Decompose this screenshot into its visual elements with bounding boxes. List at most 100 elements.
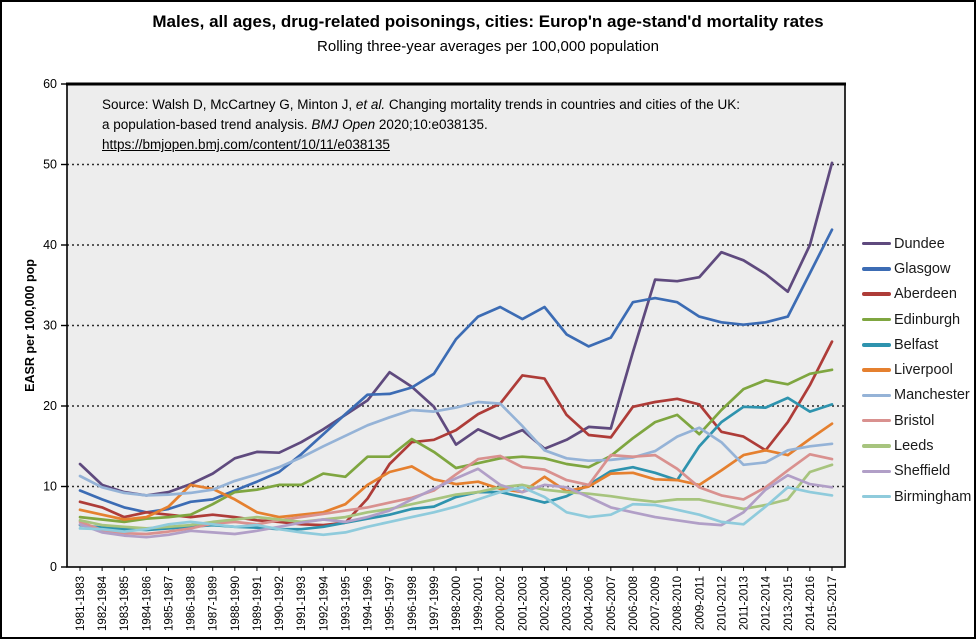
legend-swatch-glasgow (862, 267, 891, 271)
x-tick-label-26: 2007-2009 (650, 576, 662, 631)
x-tick-label-0: 1981-1983 (75, 576, 87, 631)
y-tick-label-50: 50 (43, 158, 57, 172)
x-tick-label-3: 1984-1986 (141, 576, 153, 631)
legend-label-leeds: Leeds (894, 438, 934, 455)
source-link[interactable]: https://bmjopen.bmj.com/content/10/11/e0… (102, 135, 740, 155)
x-tick-label-32: 2013-2015 (783, 576, 795, 631)
x-tick-label-21: 2002-2004 (539, 575, 551, 631)
source-text-segment: https://bmjopen.bmj.com/content/10/11/e0… (102, 137, 390, 152)
x-tick-label-9: 1990-1992 (274, 576, 286, 631)
legend-swatch-aberdeen (862, 292, 891, 296)
legend-item-glasgow: Glasgow (862, 256, 974, 281)
x-tick-label-16: 1997-1999 (429, 576, 441, 631)
legend-item-leeds: Leeds (862, 433, 974, 458)
x-tick-label-6: 1987-1989 (208, 576, 220, 631)
legend-label-liverpool: Liverpool (894, 362, 953, 379)
legend-swatch-belfast (862, 343, 891, 347)
y-tick-label-30: 30 (43, 319, 57, 333)
legend-item-dundee: Dundee (862, 231, 974, 256)
x-tick-label-20: 2001-2003 (517, 576, 529, 631)
series-line-aberdeen (78, 340, 834, 527)
legend-swatch-sheffield (862, 469, 891, 474)
legend-item-belfast: Belfast (862, 332, 974, 357)
legend-item-aberdeen: Aberdeen (862, 282, 974, 307)
series-line-manchester (78, 400, 834, 497)
y-tick-label-10: 10 (43, 480, 57, 494)
series-line-bristol (78, 452, 834, 536)
legend-item-bristol: Bristol (862, 408, 974, 433)
series-line-birmingham (78, 485, 834, 537)
legend-swatch-dundee (862, 241, 891, 246)
x-tick-label-30: 2011-2013 (739, 576, 751, 630)
x-tick-label-5: 1986-1988 (186, 576, 198, 631)
x-tick-label-29: 2010-2012 (716, 576, 728, 631)
x-tick-label-34: 2015-2017 (827, 576, 839, 631)
series-line-sheffield (78, 467, 834, 539)
x-tick-label-31: 2012-2014 (761, 575, 773, 631)
y-axis-title: EASR per 100,000 pop (23, 259, 37, 392)
source-text-segment: a population-based trend analysis. (102, 117, 312, 132)
x-tick-label-7: 1988-1990 (230, 576, 242, 631)
y-tick-label-40: 40 (43, 238, 57, 252)
legend-label-edinburgh: Edinburgh (894, 311, 961, 328)
source-text-segment: 2020;10:e038135. (375, 117, 488, 132)
source-citation: Source: Walsh D, McCartney G, Minton J, … (102, 95, 740, 155)
x-tick-label-2: 1983-1985 (119, 576, 131, 631)
x-tick-label-13: 1994-1996 (363, 576, 375, 631)
legend-label-birmingham: Birmingham (894, 488, 972, 505)
legend-swatch-edinburgh (862, 317, 891, 322)
x-tick-label-8: 1989-1991 (252, 576, 264, 631)
source-text-segment: et al. (355, 97, 386, 112)
source-text-segment: BMJ Open (311, 117, 376, 132)
x-tick-label-15: 1996-1998 (407, 576, 419, 631)
legend-label-aberdeen: Aberdeen (894, 286, 957, 303)
chart-title: Males, all ages, drug-related poisonings… (152, 12, 824, 31)
y-tick-label-60: 60 (43, 77, 57, 91)
x-tick-label-1: 1982-1984 (97, 575, 109, 631)
source-text-segment: Source: Walsh D, McCartney G, Minton J, (102, 97, 356, 112)
y-tick-label-20: 20 (43, 399, 57, 413)
x-tick-label-14: 1995-1997 (385, 576, 397, 631)
x-tick-label-22: 2003-2005 (562, 576, 574, 631)
y-tick-label-0: 0 (50, 560, 57, 574)
x-tick-label-11: 1992-1994 (318, 575, 330, 631)
series-line-dundee (78, 161, 834, 497)
x-tick-label-28: 2009-2011 (694, 576, 706, 630)
legend-item-sheffield: Sheffield (862, 459, 974, 484)
x-tick-label-23: 2004-2006 (584, 576, 596, 631)
legend-swatch-birmingham (862, 494, 891, 499)
x-tick-label-33: 2014-2016 (805, 576, 817, 631)
x-tick-label-24: 2005-2007 (606, 576, 618, 631)
legend-label-manchester: Manchester (894, 387, 970, 404)
series-line-edinburgh (78, 368, 834, 524)
x-tick-label-17: 1998-2000 (451, 576, 463, 631)
legend-label-glasgow: Glasgow (894, 260, 951, 277)
legend-label-sheffield: Sheffield (894, 463, 951, 480)
x-tick-label-10: 1991-1993 (296, 576, 308, 631)
legend-label-belfast: Belfast (894, 336, 939, 353)
x-tick-label-19: 2000-2002 (495, 576, 507, 631)
x-tick-label-25: 2006-2008 (628, 576, 640, 631)
legend-swatch-leeds (862, 444, 891, 448)
legend-item-birmingham: Birmingham (862, 484, 974, 509)
series-line-glasgow (78, 228, 834, 514)
chart-subtitle: Rolling three-year averages per 100,000 … (317, 38, 659, 55)
source-line-1: Source: Walsh D, McCartney G, Minton J, … (102, 95, 740, 115)
source-text-segment: Changing mortality trends in countries a… (385, 97, 741, 112)
series-line-liverpool (78, 422, 834, 521)
legend-swatch-liverpool (862, 368, 891, 372)
legend-swatch-bristol (862, 418, 891, 423)
legend-label-bristol: Bristol (894, 412, 935, 429)
legend-label-dundee: Dundee (894, 235, 945, 252)
legend-item-manchester: Manchester (862, 383, 974, 408)
legend-item-edinburgh: Edinburgh (862, 307, 974, 332)
x-tick-label-4: 1985-1987 (163, 576, 175, 631)
legend-swatch-manchester (862, 393, 891, 398)
legend-item-liverpool: Liverpool (862, 357, 974, 382)
x-tick-label-12: 1993-1995 (340, 576, 352, 631)
source-line-2: a population-based trend analysis. BMJ O… (102, 115, 740, 135)
x-tick-label-27: 2008-2010 (672, 576, 684, 631)
chart-legend: Dundee Glasgow Aberdeen Edinburgh Belfast Liv… (862, 231, 974, 509)
